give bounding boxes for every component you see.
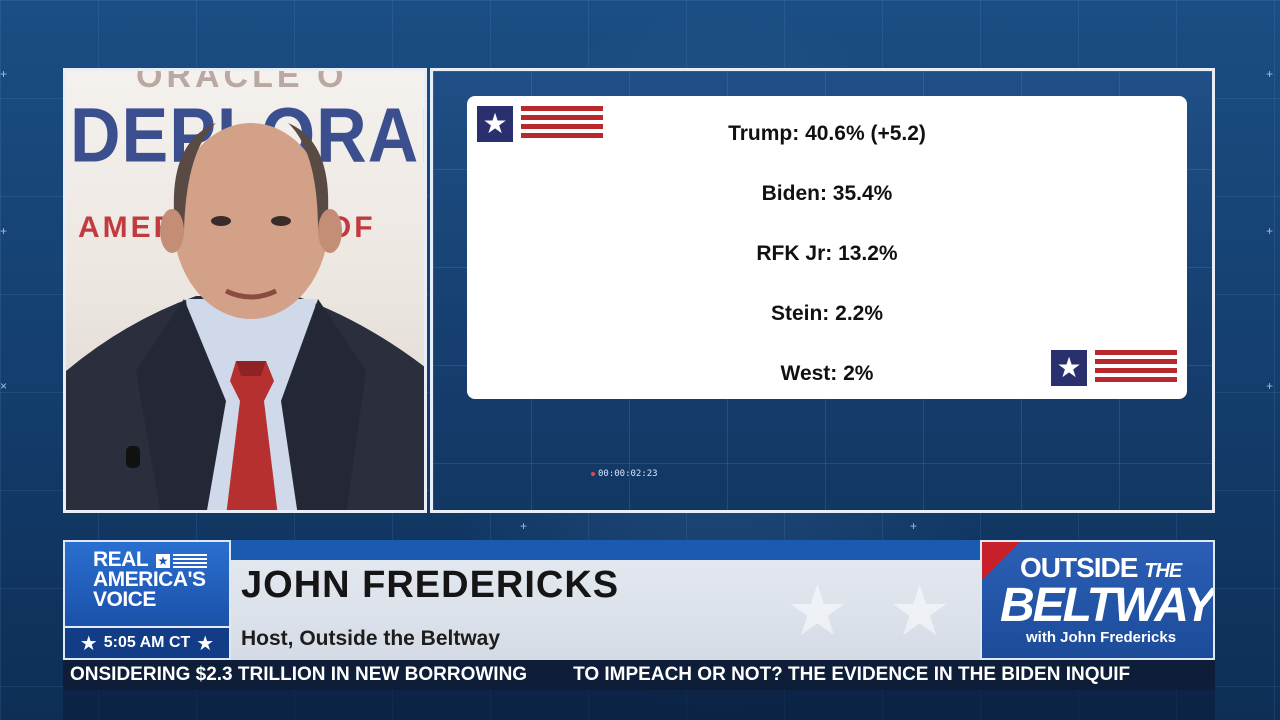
stripes-graphic [173, 554, 207, 568]
poll-result-trump: Trump: 40.6% (+5.2) [728, 122, 926, 145]
show-logo-outside: OUTSIDE [1020, 552, 1138, 583]
network-flag-icon: ★ [156, 554, 207, 568]
star-icon: ★ [196, 632, 215, 655]
show-logo-line1: OUTSIDE THE [1020, 552, 1182, 584]
stripes-graphic [1095, 350, 1177, 386]
network-logo-word: AMERICA'S [93, 568, 206, 591]
star-icon: ★ [79, 632, 98, 655]
crosshair-mark: + [1266, 67, 1274, 81]
poll-result-rfk: RFK Jr: 13.2% [756, 242, 898, 265]
flag-logo-top-left: ★ [477, 106, 603, 142]
time-bar: ★ 5:05 AM CT ★ [65, 626, 229, 658]
network-logo: REAL AMERICA'S VOICE ★ ★ 5:05 AM CT ★ [63, 540, 231, 660]
crosshair-mark: + [910, 519, 918, 533]
news-ticker: ONSIDERING $2.3 TRILLION IN NEW BORROWIN… [63, 660, 1215, 690]
star-icon: ★ [477, 106, 513, 142]
crosshair-mark: + [520, 519, 528, 533]
host-video-panel: ORACLE O DEPLORABL AMERICA ILLAOF [63, 68, 427, 513]
network-logo-text: REAL AMERICA'S VOICE [93, 548, 206, 611]
host-person-image [66, 123, 424, 510]
ticker-item: TO IMPEACH OR NOT? THE EVIDENCE IN THE B… [573, 664, 1131, 685]
poll-results-card: ★ Trump: 40.6% (+5.2) Biden: 35.4% RFK J… [467, 96, 1187, 399]
red-corner-accent [982, 542, 1020, 580]
crosshair-mark: + [1266, 224, 1274, 238]
network-logo-word: REAL [93, 548, 149, 571]
poll-result-biden: Biden: 35.4% [761, 182, 893, 205]
star-icon: ★ [156, 554, 170, 568]
network-logo-word: VOICE [93, 588, 156, 611]
show-logo: OUTSIDE THE BELTWAY with John Fredericks [980, 540, 1215, 660]
show-logo-the: THE [1144, 560, 1182, 582]
decorative-stars-icon: ★ ★ [786, 572, 961, 650]
stripes-graphic [521, 106, 603, 142]
crosshair-mark: × [0, 379, 8, 393]
ticker-item: ONSIDERING $2.3 TRILLION IN NEW BORROWIN… [70, 664, 528, 685]
name-bar-accent [231, 540, 981, 560]
flag-logo-bottom-right: ★ [1051, 350, 1177, 386]
show-logo-beltway: BELTWAY [1000, 579, 1214, 632]
timecode-readout: 00:00:02:23 [591, 469, 658, 479]
backdrop-top-text: ORACLE O [136, 68, 348, 95]
poll-result-west: West: 2% [780, 362, 874, 385]
crosshair-mark: + [0, 224, 8, 238]
show-logo-byline: with John Fredericks [1026, 629, 1177, 646]
poll-results-panel: ★ Trump: 40.6% (+5.2) Biden: 35.4% RFK J… [430, 68, 1215, 513]
current-time: 5:05 AM CT [103, 634, 191, 651]
crosshair-mark: + [0, 67, 8, 81]
host-name-bar: ★ ★ JOHN FREDERICKS Host, Outside the Be… [231, 540, 981, 660]
host-name: JOHN FREDERICKS [241, 564, 620, 606]
bottom-strip [63, 690, 1215, 720]
poll-result-stein: Stein: 2.2% [770, 302, 884, 325]
star-icon: ★ [1051, 350, 1087, 386]
host-title: Host, Outside the Beltway [241, 627, 501, 650]
lower-third-banner: REAL AMERICA'S VOICE ★ ★ 5:05 AM CT ★ ★ … [63, 540, 1215, 660]
crosshair-mark: + [1266, 379, 1274, 393]
